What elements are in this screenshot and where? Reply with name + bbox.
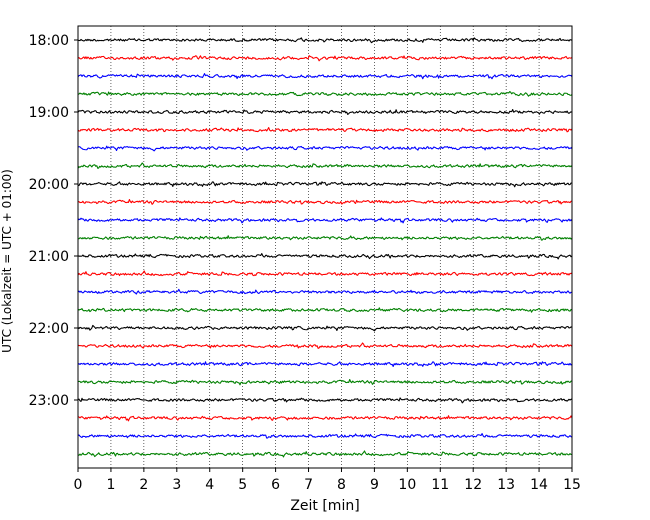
trace-2200 xyxy=(77,324,573,332)
y-tick-label: 23:00 xyxy=(29,393,69,409)
trace-1845 xyxy=(77,90,573,97)
y-tick-label: 21:00 xyxy=(29,249,69,265)
x-tick-label: 10 xyxy=(398,477,416,493)
trace-1930 xyxy=(77,145,573,152)
x-tick-label: 7 xyxy=(304,477,313,493)
x-tick-label: 0 xyxy=(74,477,83,493)
trace-1915 xyxy=(77,127,573,133)
plot-frame xyxy=(77,25,573,469)
x-tick-label: 15 xyxy=(563,477,581,493)
x-axis-label: Zeit [min] xyxy=(290,498,359,514)
x-tick-label: 3 xyxy=(172,477,181,493)
trace-2145 xyxy=(77,307,573,313)
trace-2215 xyxy=(77,342,573,349)
y-tick-label: 19:00 xyxy=(29,105,69,121)
trace-2345 xyxy=(77,450,573,458)
trace-2000 xyxy=(77,181,573,188)
x-tick-label: 8 xyxy=(337,477,346,493)
x-tick-label: 1 xyxy=(106,477,115,493)
x-tick-label: 2 xyxy=(139,477,148,493)
trace-1800 xyxy=(77,37,573,44)
y-axis-ticks: 18:00 19:00 20:00 21:00 22:00 23:00 xyxy=(29,33,78,409)
y-axis-label: UTC (Lokalzeit = UTC + 01:00) xyxy=(0,169,14,353)
trace-1900 xyxy=(77,108,573,115)
x-tick-label: 14 xyxy=(530,477,548,493)
trace-1815 xyxy=(77,55,573,62)
x-tick-label: 5 xyxy=(238,477,247,493)
trace-2030 xyxy=(77,217,573,224)
x-tick-label: 13 xyxy=(497,477,515,493)
x-tick-label: 4 xyxy=(205,477,214,493)
trace-2130 xyxy=(77,288,573,295)
trace-1830 xyxy=(77,73,573,80)
trace-2245 xyxy=(77,378,573,386)
trace-2100 xyxy=(77,253,573,260)
x-tick-label: 6 xyxy=(271,477,280,493)
trace-2315 xyxy=(77,415,573,422)
trace-2230 xyxy=(77,361,573,368)
trace-2115 xyxy=(77,270,573,277)
trace-1945 xyxy=(77,162,573,169)
x-axis-ticks: 0 1 2 3 4 5 6 7 8 9 10 11 12 13 14 15 xyxy=(74,468,581,493)
trace-2330 xyxy=(77,433,573,439)
x-tick-label: 9 xyxy=(370,477,379,493)
x-tick-label: 12 xyxy=(464,477,482,493)
trace-2045 xyxy=(77,235,573,241)
trace-2015 xyxy=(77,198,573,205)
x-tick-label: 11 xyxy=(431,477,449,493)
y-tick-label: 18:00 xyxy=(29,33,69,49)
seismic-traces xyxy=(77,37,573,458)
y-tick-label: 22:00 xyxy=(29,321,69,337)
trace-2300 xyxy=(77,397,573,404)
y-tick-label: 20:00 xyxy=(29,177,69,193)
